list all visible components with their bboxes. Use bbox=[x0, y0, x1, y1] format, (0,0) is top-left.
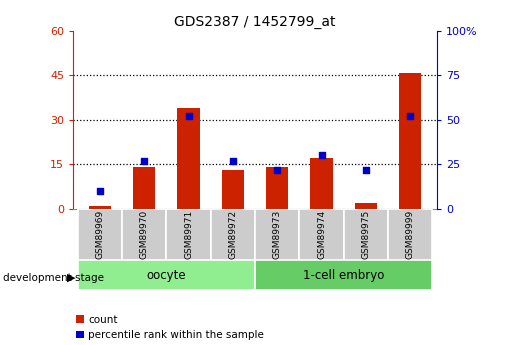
Text: GSM89971: GSM89971 bbox=[184, 210, 193, 259]
Bar bbox=[222, 170, 244, 209]
Bar bbox=[89, 206, 111, 209]
Text: GSM89973: GSM89973 bbox=[273, 210, 282, 259]
Point bbox=[184, 114, 192, 119]
Point bbox=[140, 158, 148, 164]
Bar bbox=[166, 209, 211, 260]
Text: GSM89975: GSM89975 bbox=[362, 210, 370, 259]
Bar bbox=[266, 167, 288, 209]
Point bbox=[273, 167, 281, 172]
Point bbox=[362, 167, 370, 172]
Bar bbox=[177, 108, 199, 209]
Bar bbox=[355, 203, 377, 209]
Title: GDS2387 / 1452799_at: GDS2387 / 1452799_at bbox=[174, 14, 336, 29]
Point bbox=[229, 158, 237, 164]
Bar bbox=[311, 158, 333, 209]
Bar bbox=[133, 167, 155, 209]
Point bbox=[318, 152, 326, 158]
Text: 1-cell embryo: 1-cell embryo bbox=[303, 269, 384, 282]
Bar bbox=[255, 260, 432, 290]
Text: GSM89999: GSM89999 bbox=[406, 210, 415, 259]
Text: GSM89969: GSM89969 bbox=[95, 210, 105, 259]
Bar bbox=[344, 209, 388, 260]
Bar bbox=[388, 209, 432, 260]
Text: GSM89970: GSM89970 bbox=[140, 210, 148, 259]
Bar bbox=[78, 209, 122, 260]
Bar bbox=[299, 209, 344, 260]
Bar bbox=[122, 209, 166, 260]
Point bbox=[406, 114, 414, 119]
Text: ▶: ▶ bbox=[67, 273, 76, 283]
Text: GSM89974: GSM89974 bbox=[317, 210, 326, 259]
Point bbox=[96, 188, 104, 194]
Bar bbox=[399, 72, 421, 209]
Text: GSM89972: GSM89972 bbox=[228, 210, 237, 259]
Bar bbox=[78, 260, 255, 290]
Legend: count, percentile rank within the sample: count, percentile rank within the sample bbox=[76, 315, 264, 340]
Text: oocyte: oocyte bbox=[146, 269, 186, 282]
Bar bbox=[211, 209, 255, 260]
Bar bbox=[255, 209, 299, 260]
Text: development stage: development stage bbox=[3, 273, 104, 283]
